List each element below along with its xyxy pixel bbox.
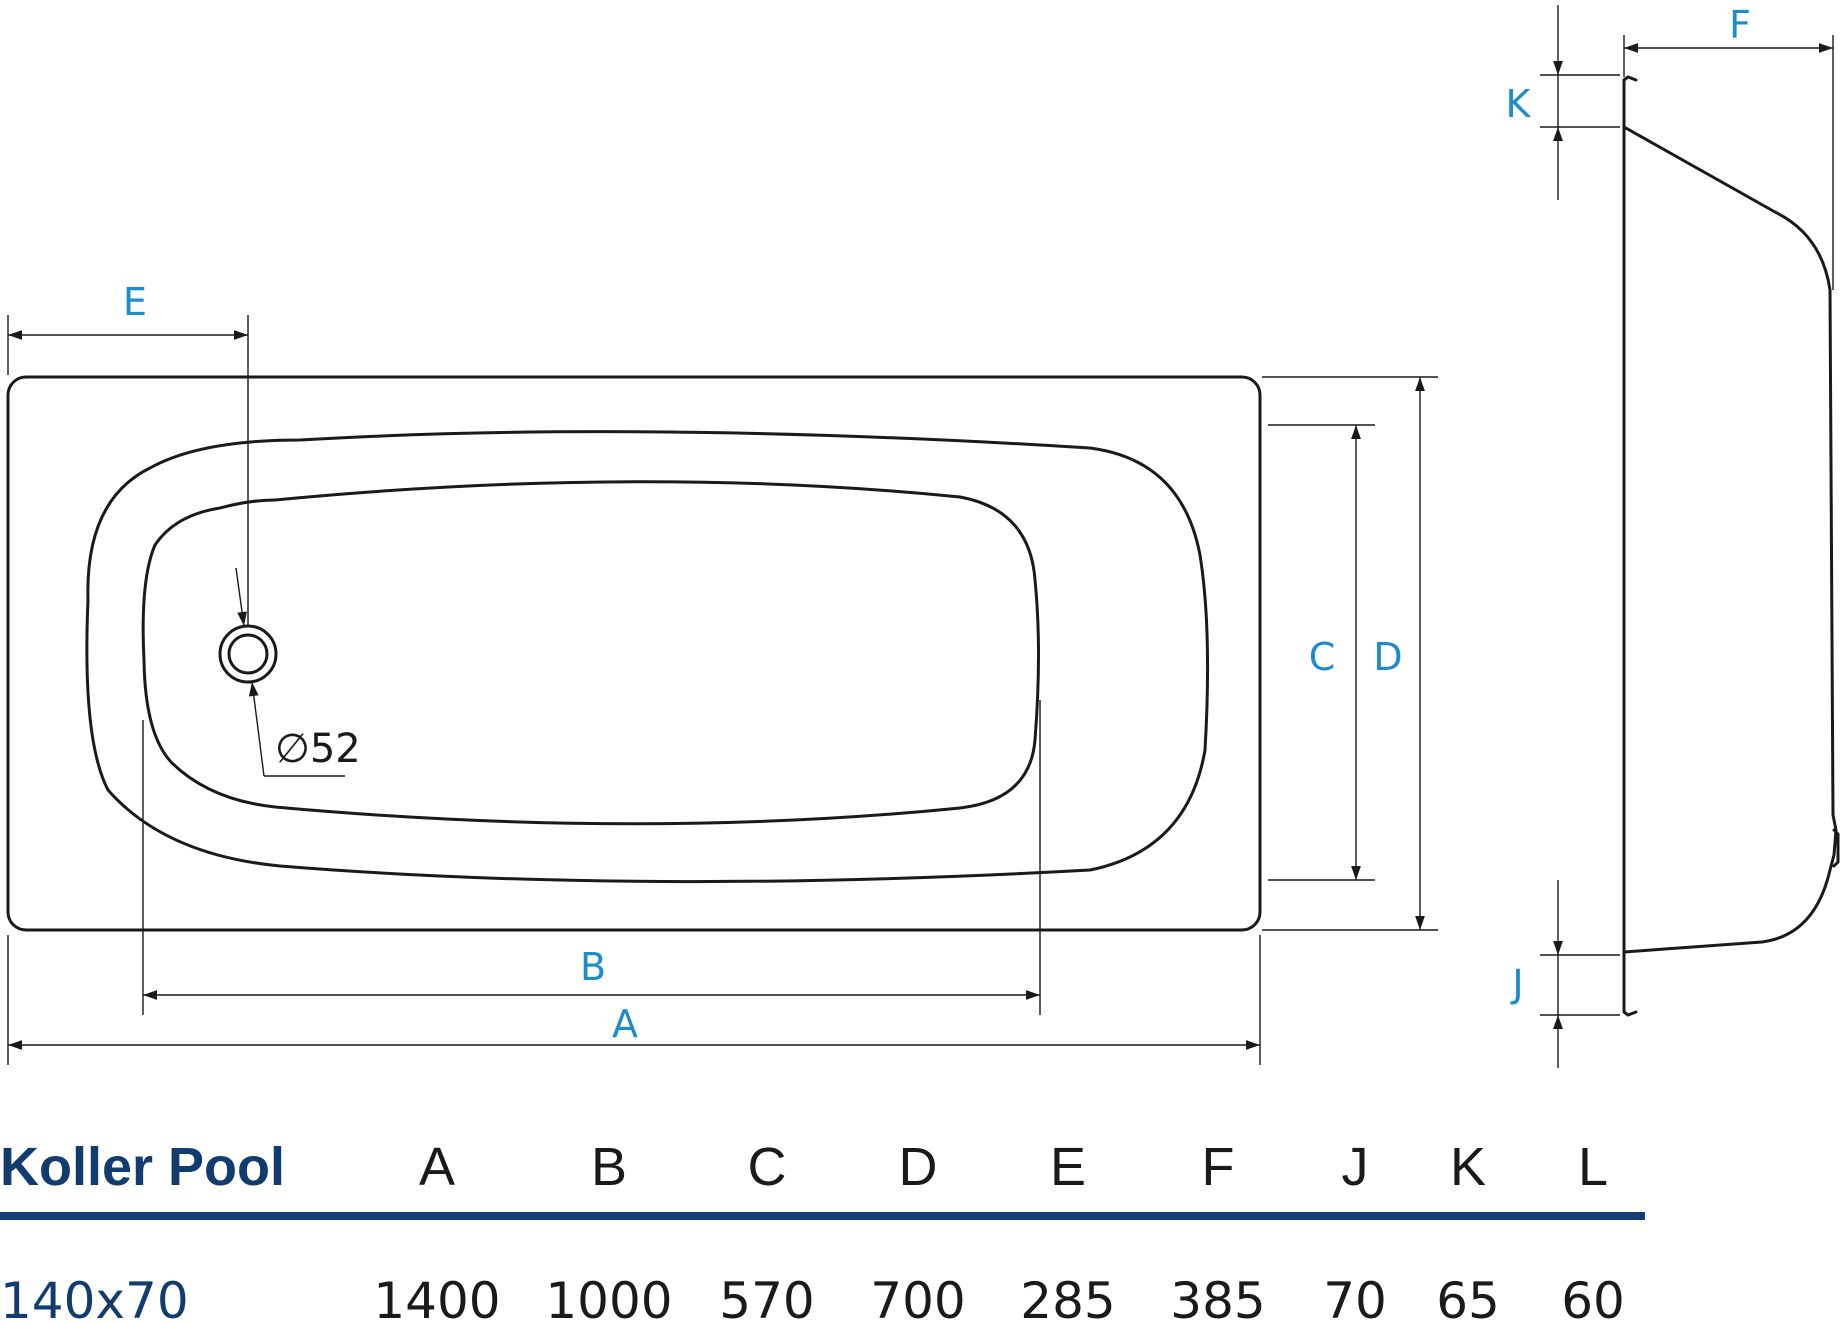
column-header-e: E xyxy=(1050,1137,1086,1197)
column-header-j: J xyxy=(1342,1137,1369,1197)
column-header-a: A xyxy=(419,1137,455,1197)
column-header-l: L xyxy=(1578,1137,1608,1197)
tub-rim-outline xyxy=(6,375,1262,932)
tub-inner-outline xyxy=(85,430,1210,884)
column-header-c: C xyxy=(748,1137,787,1197)
dimension-k-label: K xyxy=(1506,82,1532,126)
table-title: Koller Pool xyxy=(0,1137,285,1197)
drain-inner xyxy=(227,633,269,675)
model-label: 140x70 xyxy=(0,1272,189,1323)
table-header-rule xyxy=(0,1212,1645,1220)
top-view: ∅52 E B A C D xyxy=(6,280,1438,1065)
dimension-e-label: E xyxy=(123,280,147,324)
column-header-f: F xyxy=(1202,1137,1235,1197)
dimension-c-label: C xyxy=(1309,635,1336,679)
dimension-d-label: D xyxy=(1373,635,1402,679)
value-f: 385 xyxy=(1170,1272,1265,1323)
tub-basin-outline xyxy=(141,480,1040,826)
value-a: 1400 xyxy=(373,1272,500,1323)
value-c: 570 xyxy=(719,1272,814,1323)
dimension-j-label: J xyxy=(1510,962,1523,1006)
drain-diameter-note: ∅52 xyxy=(275,726,361,772)
dimension-table: Koller Pool A B C D E F J K L 140x70 140… xyxy=(0,1137,1645,1323)
column-header-b: B xyxy=(591,1137,627,1197)
value-b: 1000 xyxy=(545,1272,672,1323)
value-j: 70 xyxy=(1323,1272,1387,1323)
column-header-d: D xyxy=(899,1137,938,1197)
dimension-f-label: F xyxy=(1729,3,1751,47)
dimension-a-label: A xyxy=(612,1002,638,1046)
tub-side-profile xyxy=(1622,75,1838,1017)
value-e: 285 xyxy=(1020,1272,1115,1323)
dimension-b-label: B xyxy=(580,945,606,989)
value-k: 65 xyxy=(1436,1272,1500,1323)
value-d: 700 xyxy=(870,1272,965,1323)
side-view: F K J xyxy=(1506,3,1840,1068)
tub-side-foot xyxy=(1832,828,1840,868)
value-l: 60 xyxy=(1561,1272,1625,1323)
column-header-k: K xyxy=(1450,1137,1486,1197)
